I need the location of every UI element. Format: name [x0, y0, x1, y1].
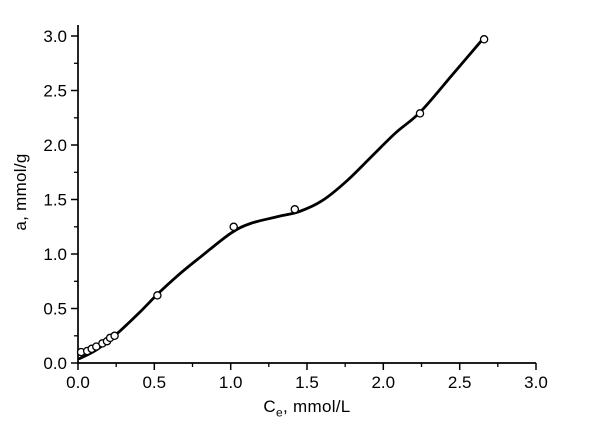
x-axis-title-sub: e — [276, 405, 283, 420]
x-tick-label: 1.0 — [219, 373, 243, 392]
x-tick-label: 0.0 — [66, 373, 90, 392]
data-point-marker — [110, 331, 119, 341]
data-point-marker — [479, 35, 489, 44]
x-tick-label: 3.0 — [524, 373, 548, 392]
axis-spines — [77, 25, 536, 364]
y-axis-title-text: a, mmol/g — [11, 153, 30, 231]
y-tick-label: 2.0 — [43, 136, 67, 155]
y-tick-label: 2.5 — [43, 82, 67, 101]
y-tick-label: 1.5 — [43, 191, 67, 210]
data-point-marker — [153, 291, 162, 300]
y-tick-label: 0.0 — [43, 354, 67, 373]
x-axis-title-main: C — [263, 397, 276, 416]
fitted-curve-line — [78, 37, 484, 360]
x-tick-label: 2.5 — [448, 373, 472, 392]
y-tick-label: 0.5 — [43, 300, 67, 319]
x-tick-label: 1.5 — [295, 373, 319, 392]
data-point-marker — [290, 205, 300, 214]
y-tick-label: 3.0 — [43, 27, 67, 46]
y-axis-title: a, mmol/g — [11, 153, 31, 230]
data-point-marker — [415, 109, 425, 118]
x-tick-label: 2.0 — [371, 373, 395, 392]
y-tick-label: 1.0 — [43, 245, 67, 264]
data-point-marker — [229, 222, 238, 232]
x-tick-label: 0.5 — [142, 373, 166, 392]
x-axis-title-rest: , mmol/L — [282, 397, 351, 416]
x-axis-title: Ce, mmol/L — [78, 397, 536, 420]
